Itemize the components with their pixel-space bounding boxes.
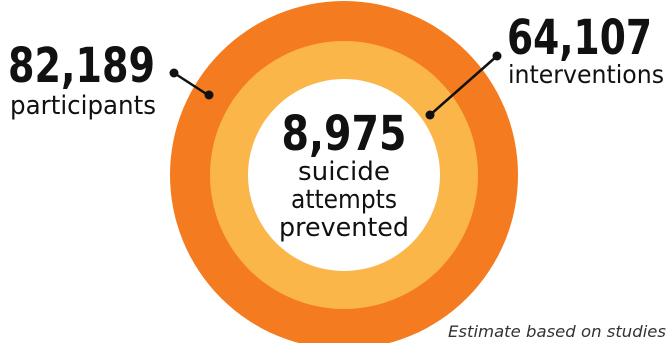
participants-connector-line [173,71,209,97]
interventions-connector-dot-start [492,51,502,61]
footnote: Estimate based on studies [448,322,666,341]
participants-connector-dot-start [169,68,179,78]
center-label-line-1: suicide [298,157,390,187]
participants-count: 82,189 [8,38,155,94]
participants-label: participants [10,91,156,121]
interventions-connector-dot-end [425,110,435,120]
interventions-connector-line [429,55,498,116]
interventions-label: interventions [508,60,664,89]
interventions-count: 64,107 [507,10,652,66]
attempts-prevented-count: 8,975 [282,106,407,162]
participants-connector-dot-end [204,90,214,100]
inner-circle-attempts-prevented [248,79,440,271]
center-label-line-3: prevented [279,213,409,243]
center-label-line-2: attempts [291,185,397,215]
